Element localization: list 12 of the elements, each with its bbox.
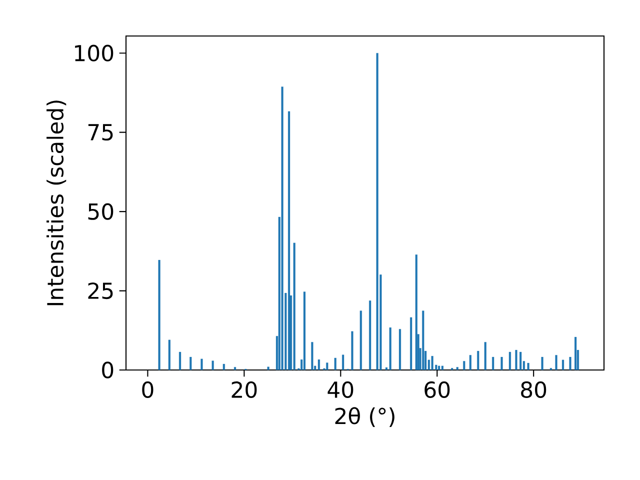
y-tick-label: 25 <box>88 282 113 300</box>
y-tick-label: 0 <box>102 362 114 378</box>
y-axis-title: Intensities (scaled) <box>46 100 66 306</box>
x-tick-label: 80 <box>521 381 546 398</box>
y-tick-label: 100 <box>75 44 114 62</box>
x-tick-label: 0 <box>142 381 154 398</box>
y-tick-label: 50 <box>88 203 114 220</box>
x-axis-title: 2θ (°) <box>335 407 394 427</box>
x-tick-label: 60 <box>424 381 450 398</box>
x-tick-label: 40 <box>328 381 354 398</box>
x-tick-label: 20 <box>232 381 257 398</box>
y-tick-label: 75 <box>88 124 113 141</box>
